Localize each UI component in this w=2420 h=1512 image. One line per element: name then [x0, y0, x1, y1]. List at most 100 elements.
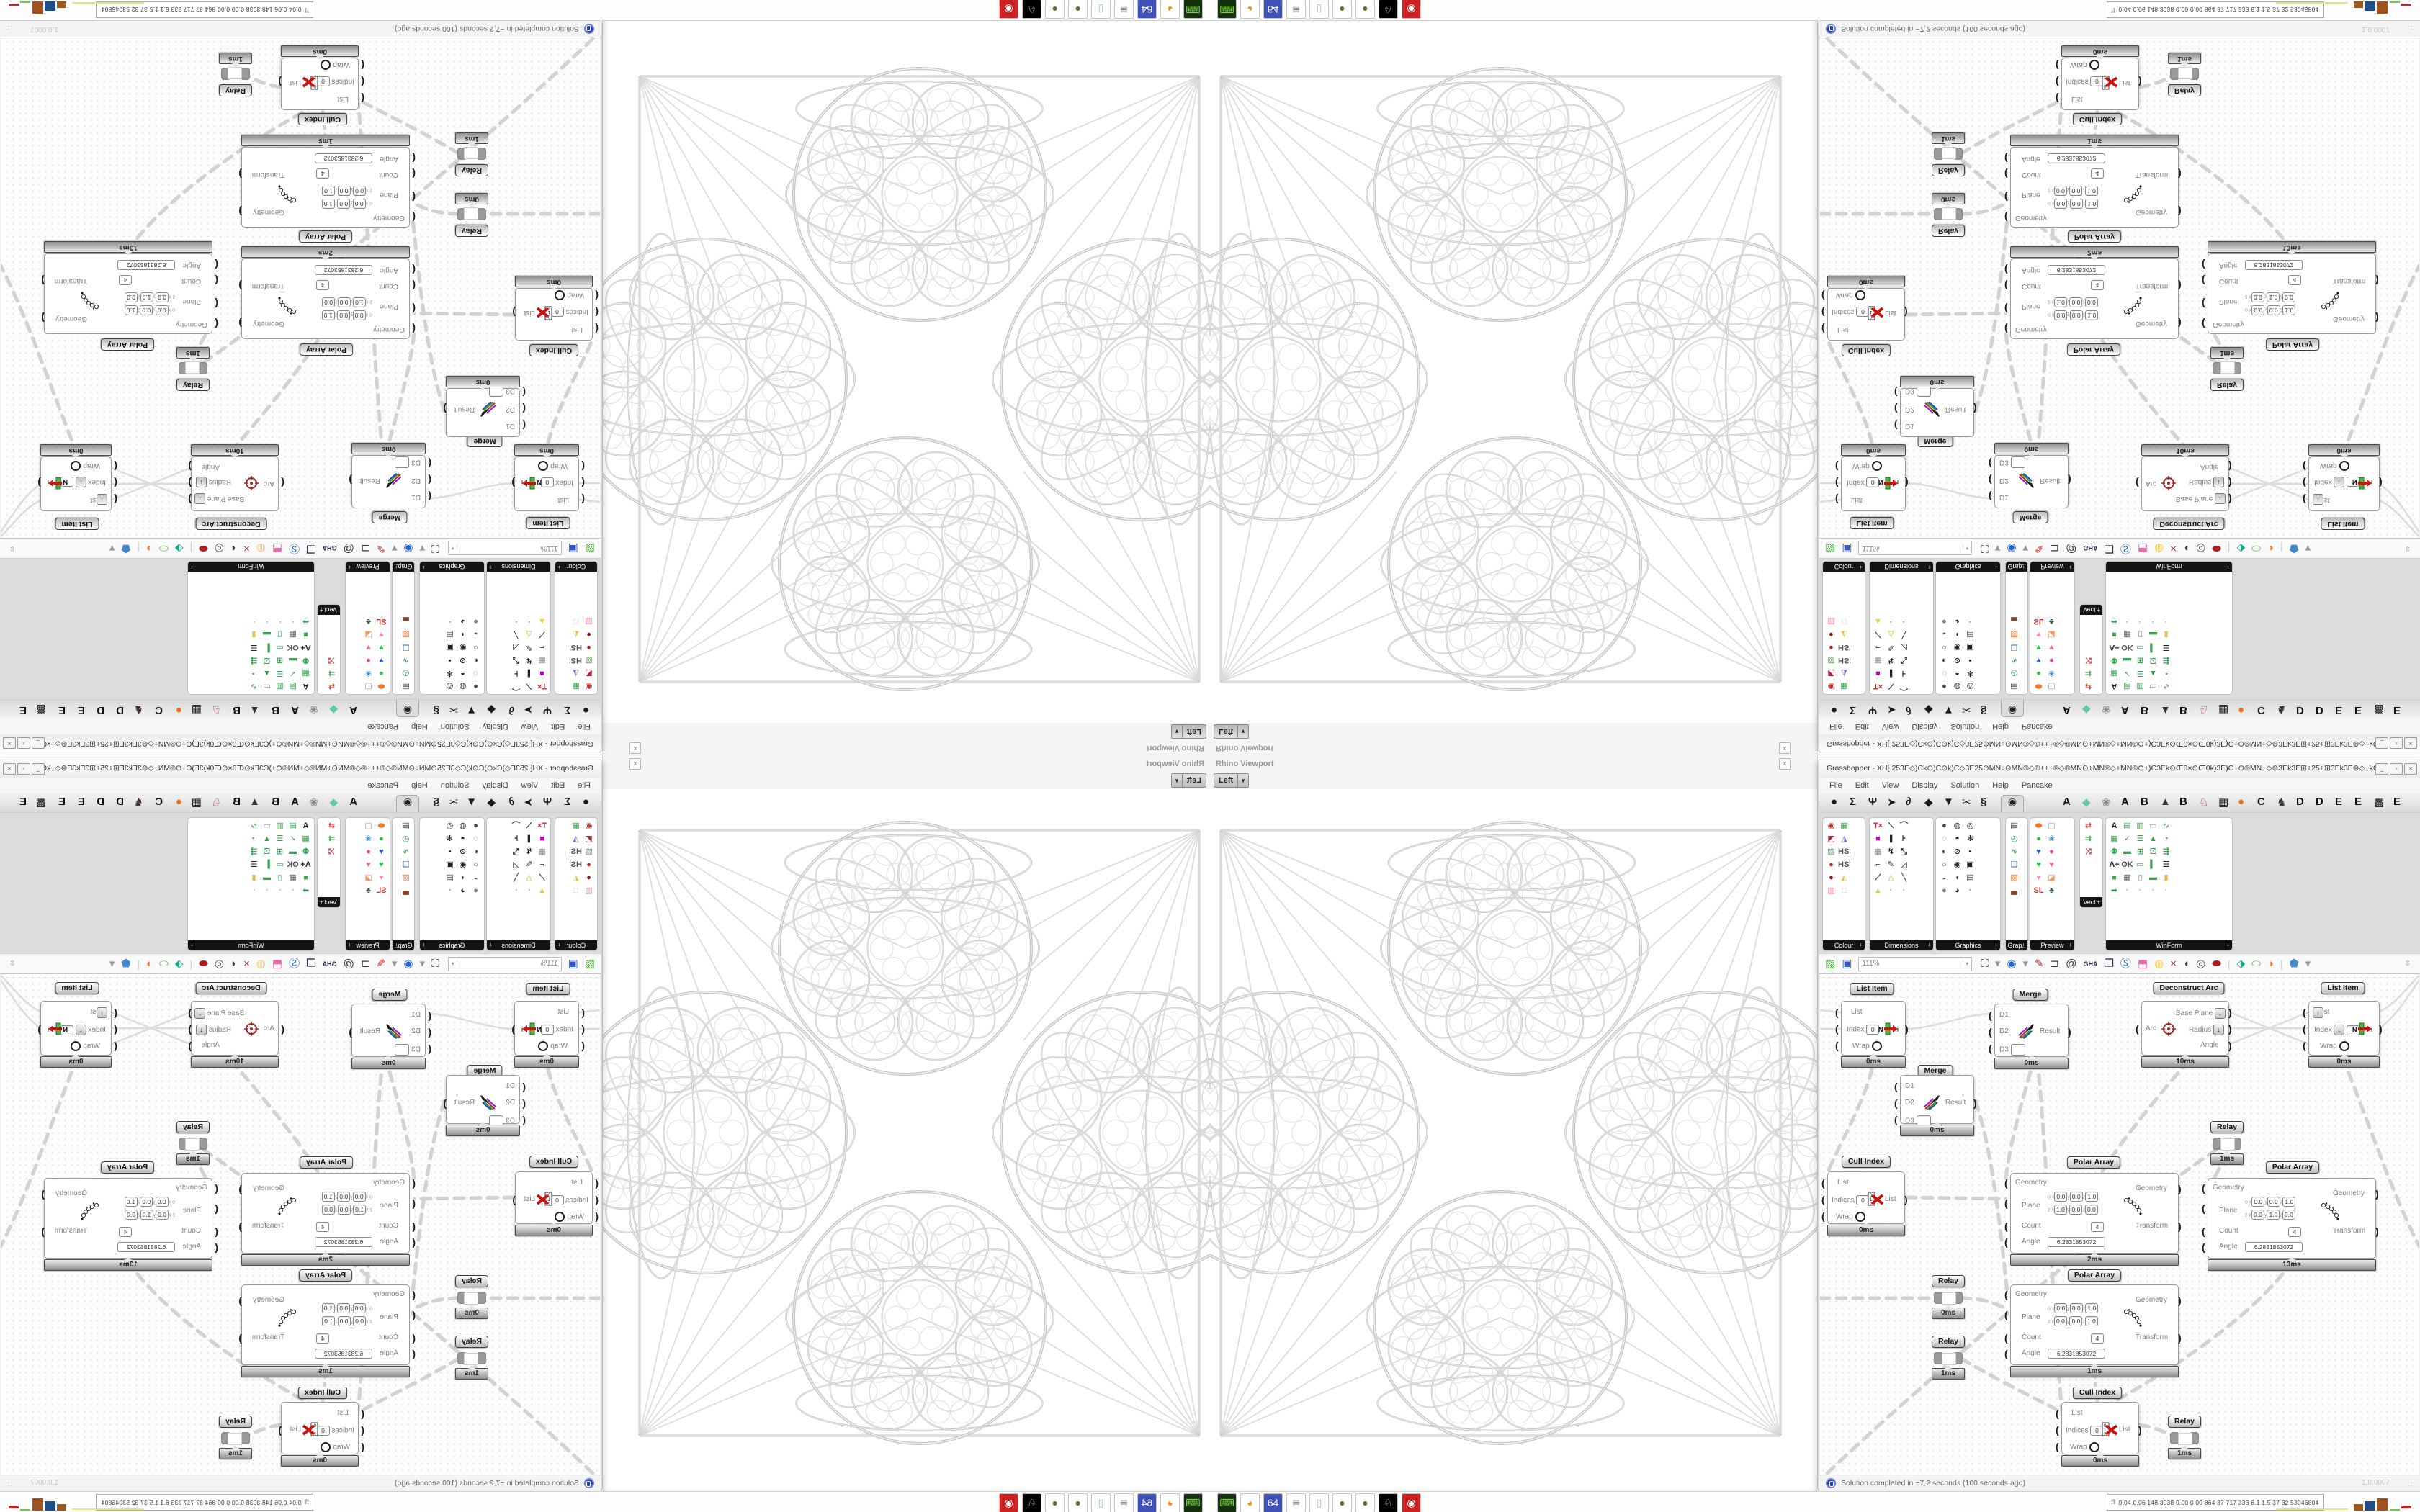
ribbon-icon[interactable]: T×	[537, 682, 547, 690]
input-connector[interactable]: (	[412, 1197, 416, 1209]
tab-plugin-6[interactable]: B	[2179, 796, 2187, 808]
tab-tool-5[interactable]: ◆	[487, 703, 496, 716]
ribbon-group-label[interactable]: Graphics +	[420, 562, 484, 572]
input-connector[interactable]: (	[215, 1225, 218, 1237]
ribbon-icon[interactable]: △	[526, 630, 532, 639]
tab-tool-0[interactable]: ●	[582, 704, 589, 716]
ribbon-icon[interactable]: A	[2111, 822, 2118, 830]
input-connector[interactable]: (	[2202, 259, 2205, 271]
input-connector[interactable]: (	[114, 1040, 117, 1051]
ribbon-icon[interactable]: ♥	[379, 656, 384, 665]
expand-icon[interactable]: +	[422, 942, 426, 948]
tab-plugin-4[interactable]: B	[272, 796, 279, 808]
input-connector[interactable]: (	[581, 1023, 585, 1035]
input-connector[interactable]: (	[2056, 1441, 2059, 1452]
output-connector[interactable]: )	[188, 1040, 192, 1051]
tab-plugin-6[interactable]: B	[2179, 704, 2187, 716]
toolbar-overflow-icon[interactable]: ⇳	[9, 544, 16, 553]
ribbon-icon[interactable]: △	[1888, 873, 1894, 882]
ribbon-icon[interactable]: ·	[1968, 886, 1972, 895]
ribbon-icon[interactable]: ∥	[1888, 834, 1894, 843]
ribbon-icon[interactable]: ➦	[2110, 617, 2118, 626]
input-connector[interactable]: (	[2303, 494, 2306, 505]
ribbon-icon[interactable]: ●	[473, 682, 478, 690]
toolbar-icon-16[interactable]: ◖	[230, 957, 238, 970]
tab-tool-7[interactable]: ✂	[1962, 703, 1971, 716]
tab-plugin-8[interactable]: ▦	[191, 703, 202, 716]
node-title-relay[interactable]: Relay	[2167, 84, 2202, 96]
toolbar-icon-21[interactable]: ⬭	[2251, 957, 2261, 970]
menu-file[interactable]: File	[1829, 781, 1842, 790]
ribbon-icon[interactable]: ▯	[277, 873, 282, 882]
input-connector[interactable]: (	[2202, 1202, 2205, 1214]
ribbon-icon[interactable]: ⊦	[514, 834, 519, 843]
input-connector[interactable]: (	[2004, 212, 2008, 223]
tab-plugin-12[interactable]: D	[116, 704, 124, 716]
ribbon-icon[interactable]: ⊦	[1901, 834, 1906, 843]
toolbar-icon-5[interactable]: ◉	[2007, 957, 2017, 970]
toolbar-icon-4[interactable]: ▾	[419, 542, 426, 555]
taskbar-app-icon-8[interactable]: ◉	[999, 1493, 1018, 1512]
taskbar-app-icon-8[interactable]: ◉	[999, 0, 1018, 19]
input-connector[interactable]: (	[581, 1007, 585, 1018]
toolbar-icon-12[interactable]: Ⓢ	[289, 542, 300, 555]
input-connector[interactable]: (	[114, 494, 117, 505]
ribbon-icon[interactable]: ●	[586, 643, 591, 652]
tab-plugin-9[interactable]: ●	[175, 796, 182, 808]
input-connector[interactable]: (	[2004, 1177, 2008, 1189]
ribbon-icon[interactable]: ♥	[379, 630, 384, 639]
ribbon-icon[interactable]: ⇉	[2084, 669, 2092, 678]
ribbon-icon[interactable]: ∥	[1888, 669, 1894, 678]
ribbon-icon[interactable]: ○	[473, 643, 478, 652]
node-title-relay[interactable]: Relay	[1931, 225, 1966, 237]
ribbon-icon[interactable]: ◭	[1841, 873, 1847, 882]
expand-icon[interactable]: +	[1927, 942, 1931, 948]
tab-plugin-1[interactable]: ◆	[329, 796, 338, 809]
output-connector[interactable]: )	[238, 168, 242, 180]
ribbon-icon[interactable]: ◓	[460, 669, 465, 678]
ribbon-icon[interactable]: ●	[366, 847, 371, 856]
toolbar-icon-9[interactable]: @	[343, 957, 354, 970]
toolbar-icon-13[interactable]: ⬒	[272, 542, 283, 555]
input-connector[interactable]: (	[215, 318, 218, 330]
ribbon-icon[interactable]: ◩	[1827, 834, 1835, 843]
input-connector[interactable]: (	[2202, 298, 2205, 310]
node-title-cull-index[interactable]: Cull Index	[529, 1156, 579, 1168]
ribbon-group-label[interactable]: Grap.. +	[2006, 562, 2027, 572]
input-connector[interactable]: (	[1894, 1114, 1898, 1125]
taskbar-app-icon-7[interactable]: ♘	[1022, 0, 1041, 19]
ribbon-icon[interactable]: ◍	[459, 822, 467, 830]
node-title-merge[interactable]: Merge	[372, 511, 408, 523]
ribbon-icon[interactable]: ▦	[572, 682, 580, 690]
ribbon-icon[interactable]: ◐	[1942, 847, 1947, 856]
ribbon-icon[interactable]: ⊞	[276, 847, 284, 856]
ribbon-icon[interactable]: ◉	[459, 643, 467, 652]
input-connector[interactable]: (	[2303, 1007, 2306, 1018]
input-connector[interactable]: (	[114, 461, 117, 472]
toolbar-icon-11[interactable]: ❐	[2104, 957, 2114, 970]
toolbar-icon-9[interactable]: @	[343, 542, 354, 555]
input-connector[interactable]: (	[2004, 1236, 2008, 1248]
input-connector[interactable]: (	[1821, 307, 1825, 318]
output-connector[interactable]: )	[1905, 1023, 1909, 1035]
output-connector[interactable]: )	[2138, 76, 2142, 88]
ribbon-icon[interactable]: ▣	[446, 860, 454, 869]
ribbon-icon[interactable]: ♥	[2036, 630, 2041, 639]
input-connector[interactable]: (	[215, 259, 218, 271]
ribbon-icon[interactable]: ■	[303, 873, 308, 882]
ribbon-icon[interactable]: ●	[1829, 630, 1834, 639]
ribbon-icon[interactable]: ●	[2049, 847, 2054, 856]
toolbar-icon-17[interactable]: ◎	[2196, 957, 2206, 970]
tab-plugin-1[interactable]: ◆	[329, 703, 338, 716]
viewport-close-icon[interactable]: x	[629, 758, 641, 770]
node-title-list-item[interactable]: List Item	[1850, 517, 1894, 529]
output-connector[interactable]: )	[2375, 1225, 2379, 1237]
input-connector[interactable]: (	[412, 1236, 416, 1248]
taskbar-app-icon-1[interactable]: ◕	[1160, 0, 1180, 19]
expand-icon[interactable]: +	[395, 942, 398, 948]
taskbar-app-icon-5[interactable]: ●	[1332, 1493, 1352, 1512]
output-connector[interactable]: )	[2375, 1188, 2379, 1200]
output-connector[interactable]: )	[188, 1007, 192, 1018]
ribbon-icon[interactable]: ◌	[1942, 834, 1947, 843]
menu-edit[interactable]: Edit	[1855, 722, 1869, 731]
